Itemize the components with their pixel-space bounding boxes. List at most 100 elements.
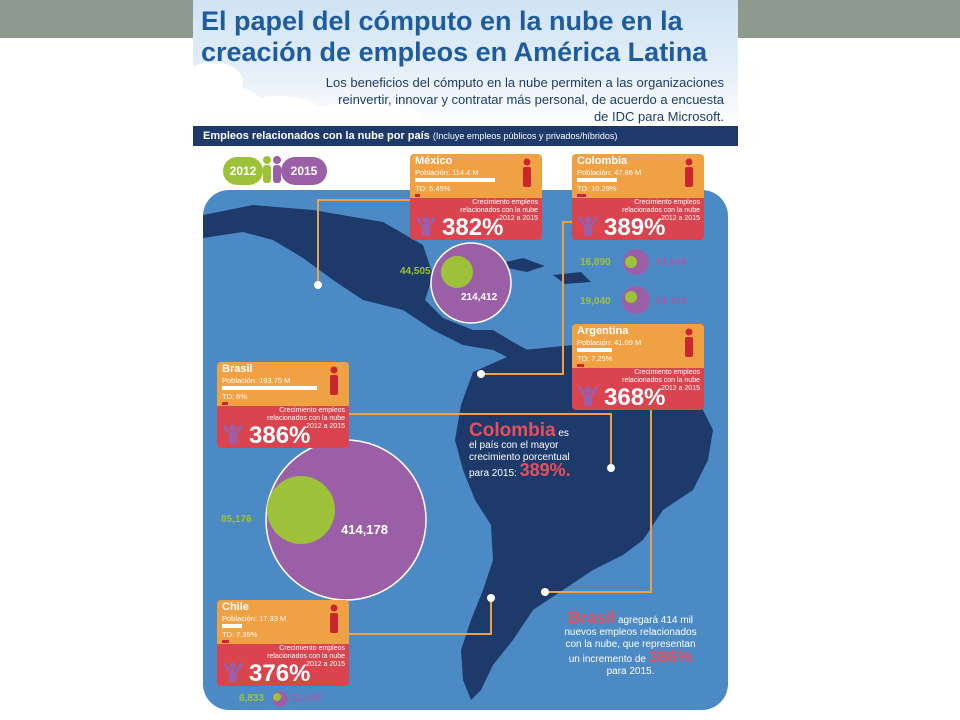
person-icon	[330, 604, 338, 633]
brasil-jobs-2012: 85,176	[221, 514, 252, 525]
growth-percentage: 368%	[604, 384, 666, 411]
people-icon	[263, 156, 281, 183]
growth-percentage: 386%	[249, 422, 311, 449]
population: Población: 114.4 M	[415, 168, 479, 177]
population: Población: 41.09 M	[577, 338, 642, 347]
brasil-note-text-a: agregará 414 mil	[617, 615, 694, 626]
population-bar	[222, 624, 242, 628]
legend-2015: 2015	[281, 157, 327, 185]
country-card-mexico: México Población: 114.4 M TD: 5.45% Crec…	[410, 154, 542, 240]
population-bar	[222, 386, 317, 390]
subtitle: Los beneficios del cómputo en la nube pe…	[264, 74, 724, 125]
brasil-note-text-d: un incremento de	[568, 654, 646, 665]
unemployment-bar	[577, 194, 586, 197]
unemployment-rate: TD: 5.45%	[415, 184, 451, 193]
land-islands	[553, 272, 591, 284]
banner-note: (Incluye empleos públicos y privados/híb…	[432, 131, 618, 141]
brasil-note-text-e: para 2015.	[606, 666, 655, 677]
celebrating-person-icon	[578, 386, 598, 406]
connector-line-colombia	[481, 221, 573, 375]
country-card-chile: Chile Población: 17.33 M TD: 7.35% Creci…	[217, 600, 349, 686]
infographic: El papel del cómputo en la nube en la cr…	[193, 0, 738, 720]
brasil-note-text-b: nuevos empleos relacionados	[564, 627, 697, 638]
colombia-note-name: Colombia	[469, 420, 556, 441]
brasil-note: Brasil agregará 414 mil nuevos empleos r…	[543, 609, 718, 678]
colombia-note-text-b: el país con el mayor	[469, 440, 559, 451]
person-icon	[685, 328, 693, 357]
chile-jobs-2012: 6,833	[239, 693, 265, 704]
population: Población: 193.75 M	[222, 376, 291, 385]
unemployment-bar	[222, 640, 229, 643]
country-name: Brasil	[222, 363, 253, 375]
unemployment-rate: TD: 7.35%	[222, 630, 258, 639]
subtitle-line-2: reinvertir, innovar y contratar más pers…	[338, 92, 724, 107]
country-card-colombia: Colombia Población: 47.86 M TD: 10.29% C…	[572, 154, 704, 240]
bubble-chile-2012	[273, 693, 281, 701]
connector-dot-brasil	[607, 464, 615, 472]
page-title: El papel del cómputo en la nube en la cr…	[201, 6, 707, 68]
person-icon	[523, 158, 531, 187]
country-name: Argentina	[577, 325, 629, 337]
unemployment-bar	[415, 194, 420, 197]
argentina-jobs-2012: 19,040	[580, 296, 611, 307]
country-card-argentina: Argentina Población: 41.09 M TD: 7.25% C…	[572, 324, 704, 410]
growth-percentage: 382%	[442, 214, 504, 241]
bubble-mexico-2015	[430, 242, 512, 324]
growth-label: Crecimiento empleos relacionados con la …	[622, 199, 700, 222]
population-bar	[577, 178, 617, 182]
land-mexico	[203, 205, 548, 366]
colombia-note-text-a: es	[558, 428, 569, 439]
colombia-jobs-2015: 82,649	[656, 257, 687, 268]
banner-title: Empleos relacionados con la nube por paí…	[203, 130, 430, 142]
mexico-jobs-2012: 44,505	[400, 266, 431, 277]
colombia-note-text-c: crecimiento porcentual	[469, 452, 570, 463]
celebrating-person-icon	[223, 662, 243, 682]
subtitle-line-1: Los beneficios del cómputo en la nube pe…	[325, 75, 724, 90]
brasil-note-name: Brasil	[567, 608, 616, 627]
unemployment-rate: TD: 7.25%	[577, 354, 613, 363]
population: Población: 47.86 M	[577, 168, 642, 177]
subtitle-line-3: de IDC para Microsoft.	[593, 109, 724, 124]
population-bar	[415, 178, 495, 182]
country-name: Chile	[222, 601, 249, 613]
growth-label: Crecimiento empleos relacionados con la …	[622, 369, 700, 392]
bubble-mexico-2012	[441, 256, 473, 288]
celebrating-person-icon	[578, 216, 598, 236]
population-bar	[577, 348, 612, 352]
celebrating-person-icon	[223, 424, 243, 444]
connector-line-argentina	[545, 410, 652, 593]
colombia-note-percentage: 389%.	[519, 460, 571, 480]
cloud-shape	[193, 62, 243, 102]
colombia-note-text-d: para 2015:	[469, 468, 517, 479]
country-card-brasil: Brasil Población: 193.75 M TD: 6% Crecim…	[217, 362, 349, 448]
country-name: Colombia	[577, 155, 628, 167]
connector-dot-argentina	[541, 588, 549, 596]
colombia-jobs-2012: 16,890	[580, 257, 611, 268]
chile-jobs-2015: 32,545	[291, 693, 322, 704]
growth-label: Crecimiento empleos relacionados con la …	[267, 645, 345, 668]
growth-percentage: 376%	[249, 660, 311, 687]
unemployment-rate: TD: 10.29%	[577, 184, 617, 193]
unemployment-bar	[577, 364, 584, 367]
brasil-note-percentage: 386%	[648, 647, 693, 666]
unemployment-rate: TD: 6%	[222, 392, 248, 401]
brasil-note-text-c: con la nube, que representan	[565, 639, 696, 650]
unemployment-bar	[222, 402, 228, 405]
population: Población: 17.33 M	[222, 614, 287, 623]
growth-label: Crecimiento empleos relacionados con la …	[267, 407, 345, 430]
connector-line-brasil	[348, 413, 612, 468]
connector-dot-mexico	[314, 281, 322, 289]
section-banner: Empleos relacionados con la nube por paí…	[193, 126, 738, 146]
mexico-jobs-2015: 214,412	[461, 292, 498, 303]
latin-america-map	[203, 199, 713, 707]
legend-2012: 2012	[223, 157, 263, 185]
colombia-note: Colombia es el país con el mayor crecimi…	[469, 421, 639, 480]
growth-percentage: 389%	[604, 214, 666, 241]
title-line-1: El papel del cómputo en la nube en la	[201, 6, 683, 36]
year-legend: 2012 2015	[223, 153, 333, 187]
connector-line-chile	[348, 598, 492, 635]
bubble-colombia-2012	[625, 256, 637, 268]
land-islands	[493, 258, 545, 272]
bubble-brasil-2012	[267, 476, 335, 544]
person-icon	[330, 366, 338, 395]
